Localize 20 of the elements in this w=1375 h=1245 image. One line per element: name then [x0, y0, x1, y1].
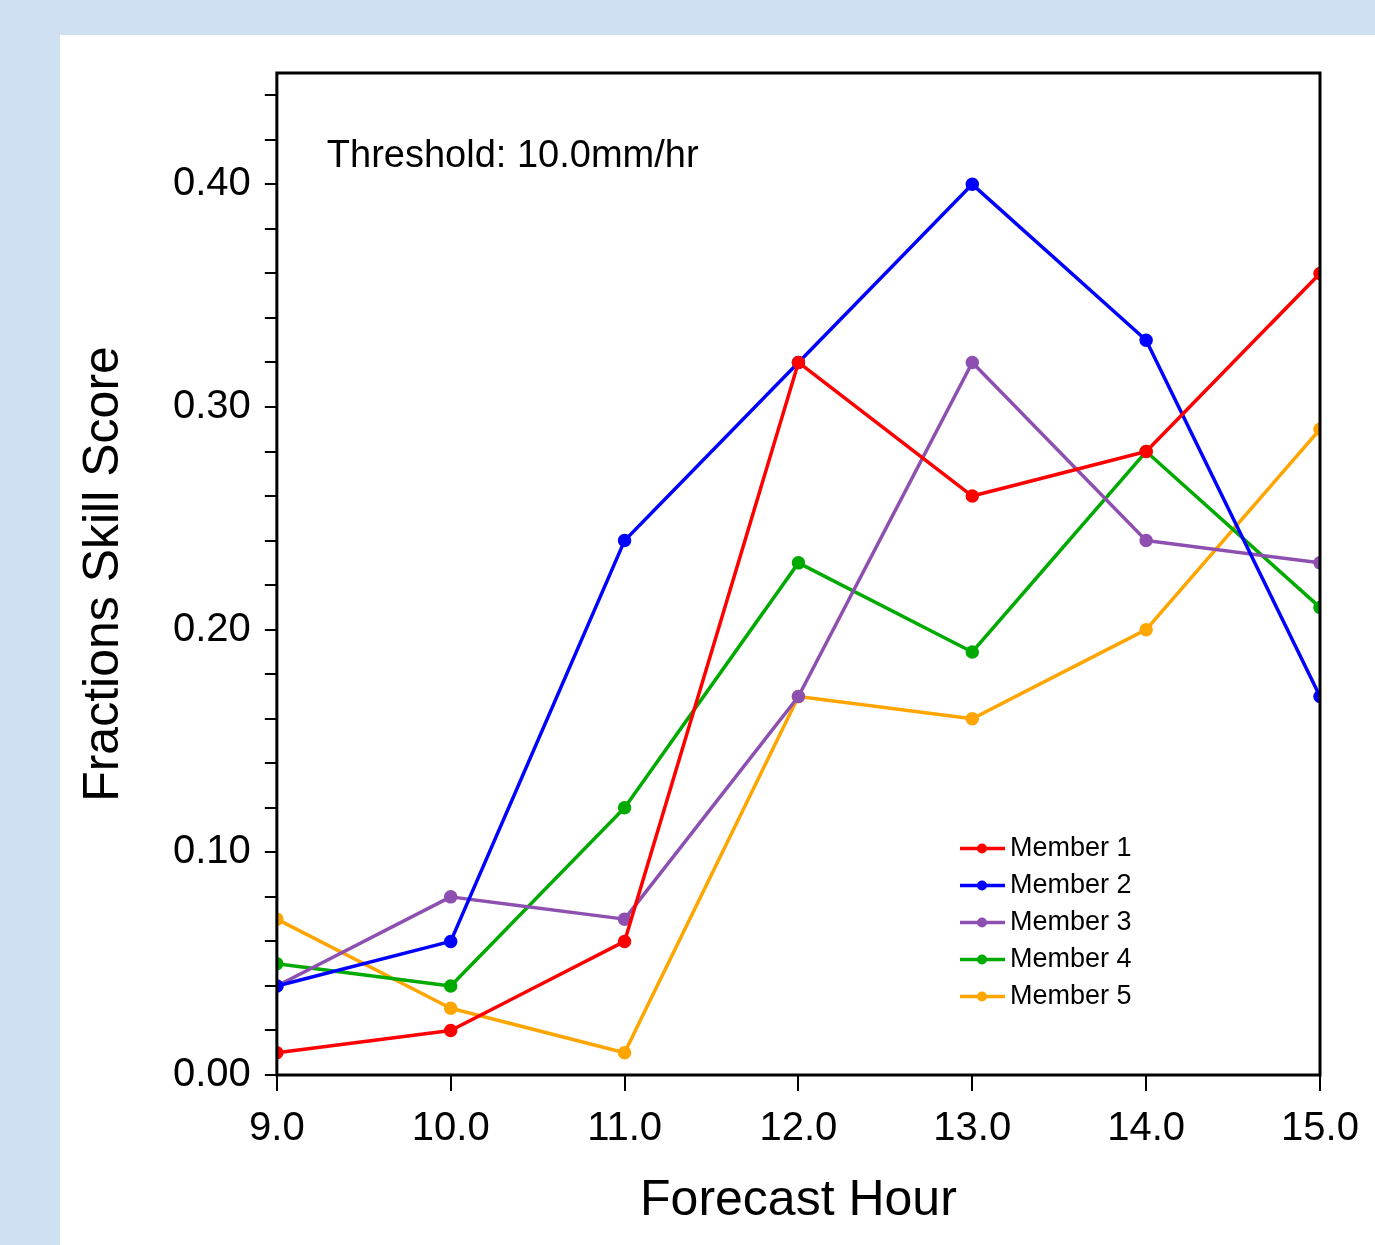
y-tick-label: 0.00 [172, 1050, 251, 1095]
legend-label: Member 3 [1010, 905, 1132, 936]
legend-label: Member 4 [1010, 942, 1132, 973]
x-tick-label: 15.0 [1281, 1104, 1359, 1149]
y-axis-title: Fractions Skill Score [72, 346, 129, 802]
x-axis-title: Forecast Hour [640, 1169, 957, 1226]
y-tick-label: 0.30 [172, 382, 251, 427]
x-tick-label: 13.0 [933, 1104, 1012, 1149]
x-tick-label: 12.0 [759, 1104, 838, 1149]
x-tick-label: 14.0 [1107, 1104, 1186, 1149]
x-tick-label: 9.0 [249, 1104, 305, 1149]
y-tick-label: 0.40 [172, 159, 251, 204]
x-tick-label: 10.0 [411, 1104, 490, 1149]
legend-label: Member 5 [1010, 979, 1132, 1010]
legend-label: Member 2 [1010, 868, 1132, 899]
x-tick-label: 11.0 [587, 1104, 663, 1149]
legend-label: Member 1 [1010, 831, 1132, 862]
annotation: Threshold: 10.0mm/hr [326, 133, 699, 176]
y-tick-label: 0.20 [172, 604, 251, 649]
y-tick-label: 0.10 [172, 827, 251, 872]
